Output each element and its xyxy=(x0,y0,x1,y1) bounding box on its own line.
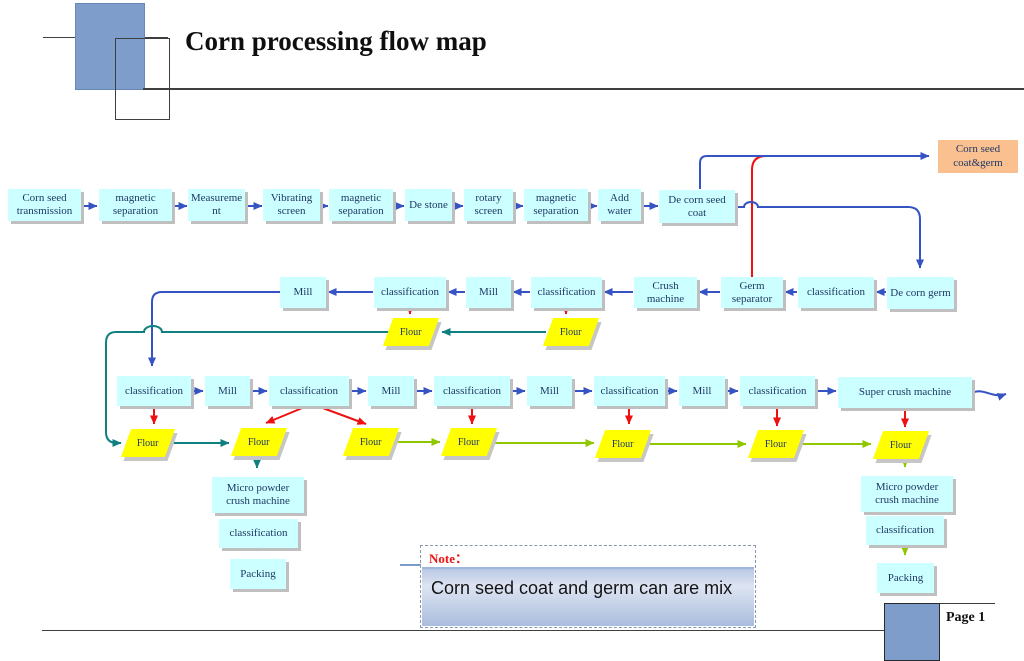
node-classification-2: classification xyxy=(269,376,349,406)
edge-super-exit xyxy=(971,390,1007,401)
node-mill-3: Mill xyxy=(527,376,572,406)
node-classification-1: classification xyxy=(117,376,191,406)
node-flour-4: Flour xyxy=(440,428,498,456)
edge-coat-to-output xyxy=(699,152,930,189)
node-super-crush-machine: Super crush machine xyxy=(838,377,972,408)
node-packing-left: Packing xyxy=(230,559,286,589)
node-de-corn-seed-coat: De corn seed coat xyxy=(659,190,735,223)
node-flour-1: Flour xyxy=(120,429,176,457)
note-text-panel: Corn seed coat and germ can are mix xyxy=(422,567,754,626)
node-de-corn-germ: De corn germ xyxy=(887,277,954,309)
logo-outline-square xyxy=(115,38,170,120)
footer-rule-long xyxy=(42,630,885,631)
node-classification-c: classification xyxy=(798,277,874,308)
node-magnetic-separation-1: magnetic separation xyxy=(99,189,172,221)
node-measurement: Measurement xyxy=(188,189,245,221)
node-flour-7: Flour xyxy=(872,431,930,459)
note-box: Note： Corn seed coat and germ can are mi… xyxy=(420,545,756,628)
node-classification-right: classification xyxy=(866,516,944,545)
node-classification-3: classification xyxy=(434,376,510,406)
footer-blue-square xyxy=(884,603,940,661)
node-vibrating-screen: Vibrating screen xyxy=(263,189,320,221)
node-de-stone: De stone xyxy=(405,189,452,221)
node-classification-5: classification xyxy=(740,376,815,406)
node-flour-2: Flour xyxy=(230,428,288,456)
node-magnetic-separation-2: magnetic separation xyxy=(329,189,393,221)
node-classification-a: classification xyxy=(374,277,446,308)
node-packing-right: Packing xyxy=(877,563,934,593)
node-mill-2: Mill xyxy=(368,376,414,406)
node-add-water: Add water xyxy=(598,189,641,221)
header-rule-long xyxy=(143,88,1024,90)
edge-class2-to-f3 xyxy=(311,403,367,425)
node-mill-4: Mill xyxy=(679,376,725,406)
edge-coat-to-degermloop xyxy=(735,201,924,269)
page-title: Corn processing flow map xyxy=(185,26,487,56)
note-tick-line xyxy=(400,564,421,566)
node-flour-5: Flour xyxy=(594,430,652,458)
page-number: Page 1 xyxy=(946,610,986,625)
node-corn-seed-transmission: Corn seed transmission xyxy=(8,189,81,221)
node-flour-b: Flour xyxy=(542,318,600,346)
node-mill-1: Mill xyxy=(205,376,250,406)
logo-blue-square xyxy=(75,3,145,90)
node-magnetic-separation-3: magnetic separation xyxy=(524,189,588,221)
node-crush-machine: Crush machine xyxy=(634,277,697,308)
note-heading: Note： xyxy=(429,551,468,566)
node-rotary-screen: rotary screen xyxy=(464,189,513,221)
node-mill-b: Mill xyxy=(466,277,511,308)
node-classification-4: classification xyxy=(594,376,665,406)
node-corn-seed-coat-and-germ: Corn seed coat&germ xyxy=(938,140,1018,173)
edge-mill-to-row3 xyxy=(148,291,280,367)
edge-class2-to-f2 xyxy=(265,403,313,424)
node-micro-powder-crush-machine-right: Micro powder crush machine xyxy=(861,476,953,512)
edge-germ-to-output xyxy=(751,155,790,278)
node-mill-a: Mill xyxy=(280,277,326,308)
node-classification-left: classification xyxy=(219,519,298,548)
node-classification-b: classification xyxy=(531,277,602,308)
node-flour-3: Flour xyxy=(342,428,400,456)
node-flour-a: Flour xyxy=(382,318,440,346)
node-flour-6: Flour xyxy=(747,430,805,458)
node-germ-separator: Germ separator xyxy=(721,277,783,308)
node-micro-powder-crush-machine-left: Micro powder crush machine xyxy=(212,477,304,513)
